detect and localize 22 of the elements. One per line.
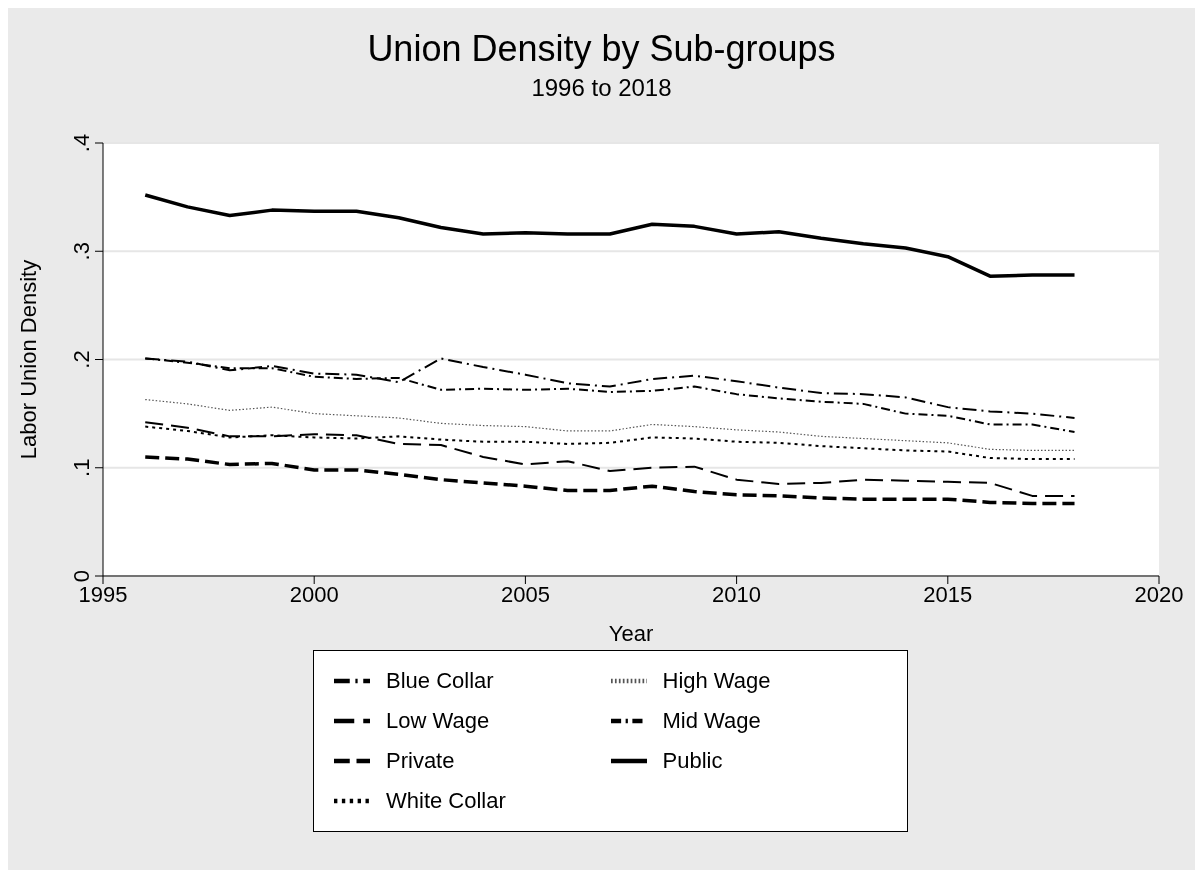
x-tick-label: 2020	[1134, 581, 1184, 607]
x-tick-label: 2000	[289, 581, 339, 607]
x-tick-label: 2005	[500, 581, 550, 607]
chart-subtitle: 1996 to 2018	[530, 74, 673, 102]
y-axis-title: Labor Union Density	[15, 259, 41, 460]
y-tick-label: .3	[69, 242, 94, 261]
legend-label: High Wage	[662, 668, 771, 694]
x-axis-title: Year	[608, 621, 654, 646]
y-tick-label: .1	[69, 458, 94, 477]
chart-title: Union Density by Sub-groups	[366, 28, 837, 70]
legend-label: White Collar	[386, 788, 506, 814]
legend-label: Public	[662, 748, 723, 774]
legend-label: Blue Collar	[386, 668, 494, 694]
x-tick-label: 2010	[712, 581, 762, 607]
y-tick-label: .4	[69, 133, 94, 153]
x-tick-label: 2015	[923, 581, 973, 607]
x-tick-label: 1995	[78, 581, 128, 607]
y-tick-label: .2	[69, 350, 94, 369]
y-tick-label: 0	[69, 569, 94, 583]
legend-label: Low Wage	[386, 708, 490, 734]
legend-label: Private	[386, 748, 455, 774]
legend-label: Mid Wage	[662, 708, 761, 734]
